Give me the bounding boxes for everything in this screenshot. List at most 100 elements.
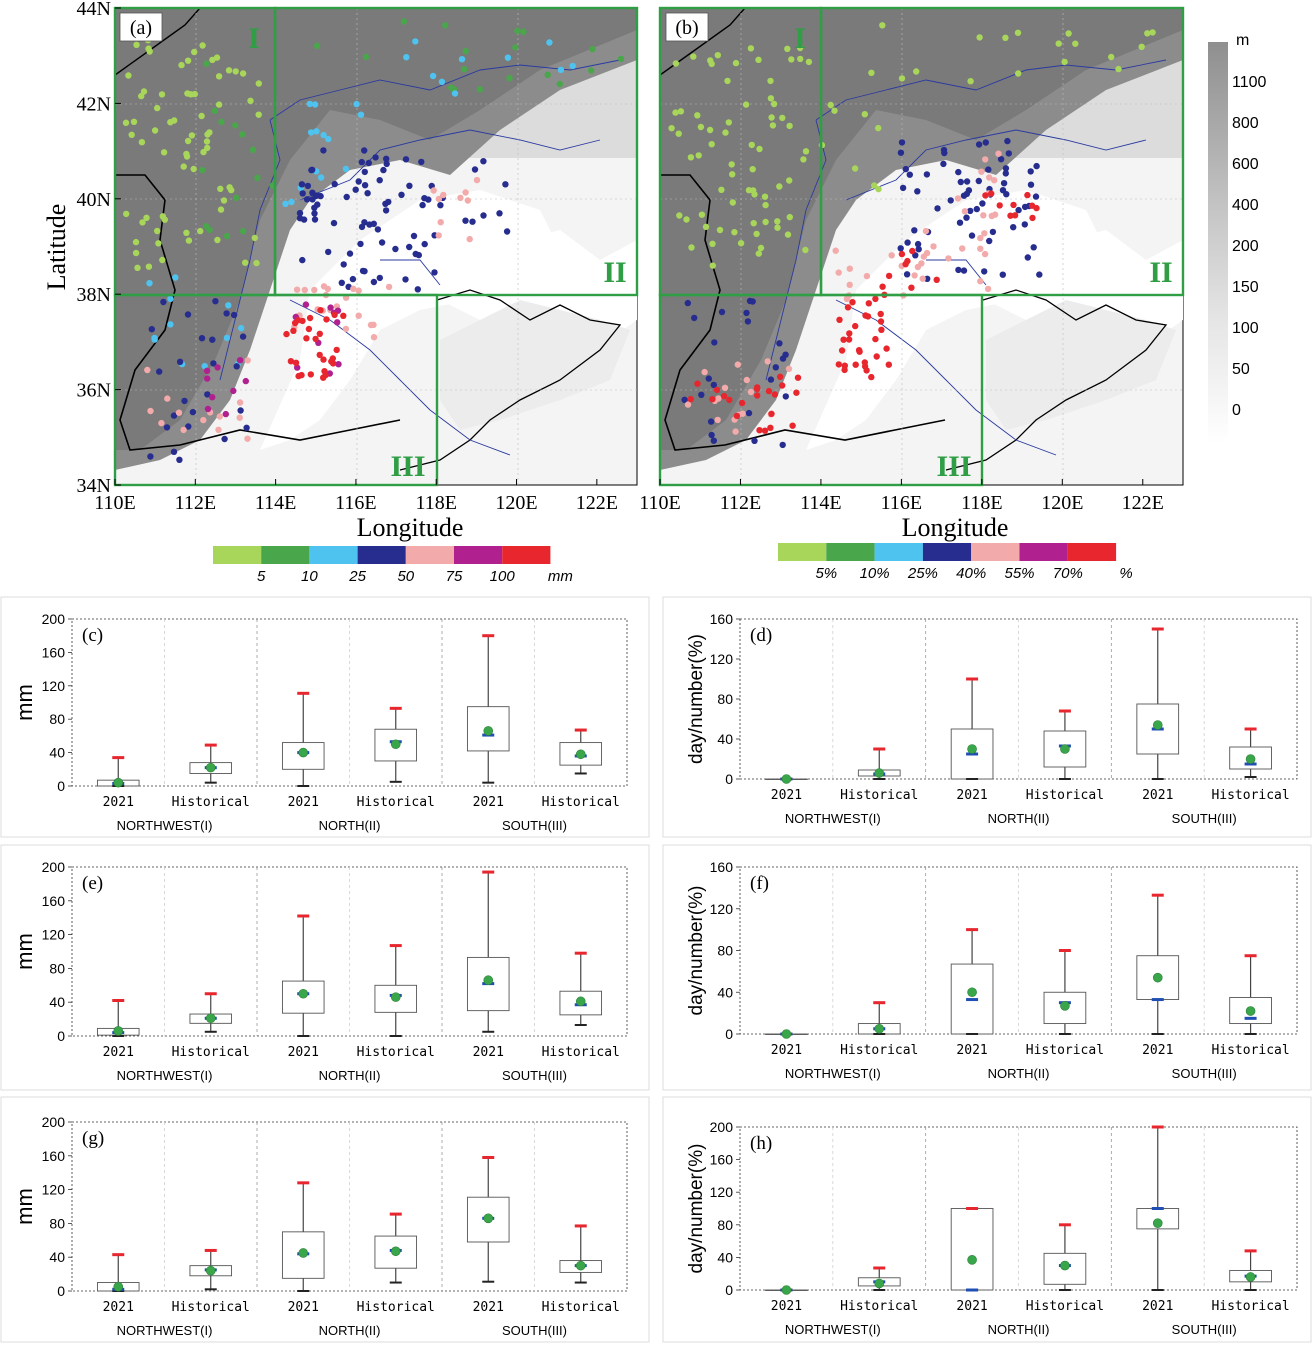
station-dot: [303, 196, 311, 203]
station-dot: [239, 333, 247, 340]
station-dot: [355, 312, 362, 319]
legend-swatch: [454, 546, 503, 564]
y-tick-label: 38N: [77, 284, 111, 306]
station-dot: [885, 272, 893, 280]
station-dot: [238, 324, 245, 332]
station-dot: [304, 182, 312, 190]
mean-dot: [1245, 1006, 1256, 1016]
station-dot: [160, 149, 168, 156]
station-dot: [709, 396, 716, 403]
station-dot: [980, 212, 987, 219]
elevation-label: 400: [1232, 197, 1259, 214]
station-dot: [355, 178, 362, 185]
station-dot: [897, 245, 904, 252]
station-dot: [796, 44, 804, 52]
station-dot: [762, 201, 769, 209]
station-dot: [128, 131, 135, 138]
box-3: [1043, 949, 1087, 1035]
station-dot: [897, 149, 905, 156]
station-dot: [185, 423, 192, 430]
station-dot: [180, 426, 187, 434]
station-dot: [383, 155, 390, 162]
station-dot: [1033, 162, 1040, 170]
x-tick-label: 116E: [881, 492, 922, 514]
province-border: [660, 174, 946, 451]
station-dot: [777, 373, 784, 380]
y-tick-label: 200: [710, 1119, 734, 1135]
x-axis-label: Longitude: [357, 513, 464, 542]
category-label: 2021: [473, 1300, 504, 1315]
station-dot: [755, 250, 762, 257]
station-dot: [335, 361, 342, 368]
x-tick-label: 122E: [1122, 492, 1164, 514]
station-dot: [779, 382, 786, 389]
station-dot: [353, 100, 360, 108]
y-tick-label: 40: [717, 984, 733, 1000]
mean-dot: [1152, 1218, 1163, 1228]
station-dot: [316, 330, 323, 337]
station-dot: [588, 67, 595, 74]
box-2: [950, 1207, 994, 1292]
station-dot: [738, 399, 746, 407]
map-panel-b: (b) I II III 110E 112E 114E 116E 118E 120E 122…: [639, 6, 1185, 582]
station-dot: [469, 218, 476, 225]
station-dot: [209, 336, 216, 343]
legend-unit: %: [1119, 565, 1132, 582]
station-dot: [412, 38, 419, 45]
panel-label: (f): [750, 873, 769, 894]
category-label: Historical: [357, 795, 435, 810]
station-dot: [793, 389, 800, 396]
station-dot: [190, 165, 197, 173]
station-dot: [967, 78, 974, 85]
box-3: [374, 944, 418, 1037]
station-dot: [146, 280, 153, 287]
station-dot: [776, 183, 783, 190]
box-3: [1043, 1223, 1087, 1291]
station-dot: [1030, 244, 1037, 251]
y-tick-label: 160: [710, 859, 734, 875]
y-tick-label: 120: [710, 901, 734, 917]
panel-label: (h): [750, 1133, 772, 1154]
station-dot: [873, 353, 880, 360]
station-dot: [217, 185, 224, 192]
mean-dot: [781, 1029, 792, 1039]
station-dot: [691, 314, 698, 322]
station-dot: [745, 187, 753, 194]
station-dot: [1027, 168, 1034, 175]
station-dot: [358, 158, 365, 166]
station-dot: [325, 135, 332, 143]
station-dot: [617, 55, 625, 62]
station-dot: [769, 122, 777, 129]
legend-swatch: [502, 546, 551, 564]
station-dot: [301, 286, 308, 294]
station-dot: [711, 339, 718, 346]
station-dot: [802, 148, 810, 155]
y-tick-label: 0: [57, 1028, 65, 1044]
station-dot: [779, 441, 786, 449]
station-dot: [232, 194, 240, 201]
station-dot: [924, 275, 931, 282]
station-dot: [298, 371, 305, 379]
station-dot: [784, 231, 792, 238]
station-dot: [308, 166, 315, 174]
x-tick-label: 112E: [720, 492, 761, 514]
station-dot: [143, 214, 150, 221]
station-dot: [546, 39, 553, 46]
station-dot: [435, 232, 442, 239]
mean-dot: [483, 975, 494, 986]
category-label: Historical: [172, 795, 250, 810]
station-dot: [756, 145, 763, 153]
legend-swatch: [213, 546, 262, 564]
station-dot: [306, 314, 314, 322]
group-label: NORTHWEST(I): [785, 1066, 881, 1081]
mean-dot: [1245, 754, 1256, 764]
station-dot: [255, 111, 262, 118]
station-dot: [458, 56, 466, 63]
station-dot: [462, 189, 469, 196]
station-dot: [784, 45, 791, 52]
station-dot: [317, 307, 324, 314]
station-dot: [957, 178, 964, 186]
station-dot: [471, 166, 479, 173]
station-dot: [170, 448, 178, 455]
elevation-label: 800: [1232, 115, 1259, 132]
